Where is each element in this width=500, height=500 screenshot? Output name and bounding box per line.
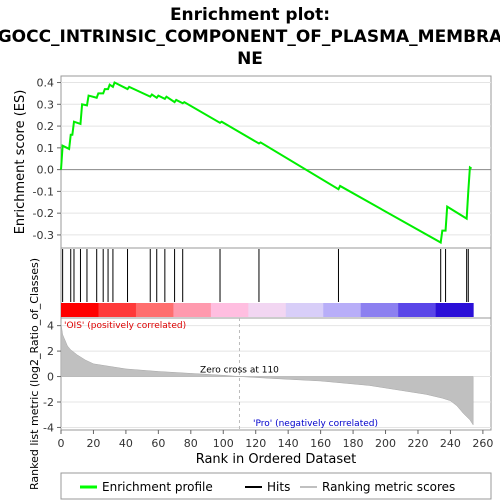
hits-panel <box>60 247 492 319</box>
metric-y-tick-label: 2 <box>47 345 54 358</box>
es-y-tick-label: 0.3 <box>37 98 55 111</box>
es-panel: -0.3 -0.2 -0.1 0.0 0.1 0.2 0.3 0.4 Enrichment s… <box>13 75 492 249</box>
legend-label: Hits <box>267 480 290 494</box>
rank-bar-segment <box>248 303 287 317</box>
positive-correlation-label: 'OIS' (positively correlated) <box>64 321 186 331</box>
metric-y-axis-label: Ranked list metric (log2_Ratio_of_Classe… <box>28 258 41 490</box>
x-tick-label: 240 <box>440 437 461 450</box>
x-tick-label: 100 <box>213 437 234 450</box>
legend: Enrichment profile Hits Ranking metric sco… <box>60 472 492 500</box>
enrichment-profile-line <box>60 81 473 245</box>
es-y-tick-label: -0.3 <box>33 229 54 242</box>
es-y-tick-label: 0.4 <box>37 77 55 90</box>
metric-panel: -4 -2 0 2 4 'OIS' (positively correlated) Ze… <box>28 258 492 490</box>
x-tick-label: 180 <box>343 437 364 450</box>
x-tick-label: 0 <box>58 437 65 450</box>
x-tick-label: 20 <box>86 437 100 450</box>
es-y-tick-label: -0.2 <box>33 207 54 220</box>
es-y-tick-label: 0.0 <box>37 164 55 177</box>
es-panel-frame <box>60 75 492 249</box>
chart-title-line-2: GOCC_INTRINSIC_COMPONENT_OF_PLASMA_MEMBR… <box>0 27 500 47</box>
legend-items: Enrichment profile Hits Ranking metric sco… <box>80 480 455 494</box>
rank-bar-segment <box>210 303 249 317</box>
metric-y-tick-label: 0 <box>47 371 54 384</box>
rank-bar-segment <box>98 303 137 317</box>
rank-bar-segment <box>173 303 212 317</box>
x-tick-label: 80 <box>184 437 198 450</box>
rank-bar-segment <box>360 303 399 317</box>
rank-bar-segment <box>135 303 174 317</box>
rank-bar-segment <box>398 303 437 317</box>
x-tick-label: 160 <box>310 437 331 450</box>
legend-label: Enrichment profile <box>102 480 213 494</box>
rank-bar-segment <box>285 303 324 317</box>
chart-title-line-1: Enrichment plot: <box>170 5 330 25</box>
x-tick-label: 200 <box>375 437 396 450</box>
x-tick-label: 120 <box>245 437 266 450</box>
es-y-tick-label: 0.1 <box>37 142 55 155</box>
legend-label: Ranking metric scores <box>322 480 455 494</box>
es-y-tick-label: -0.1 <box>33 185 54 198</box>
metric-y-tick-label: 4 <box>47 320 54 333</box>
negative-correlation-label: 'Pro' (negatively correlated) <box>253 419 378 429</box>
ranking-metric-area <box>60 323 474 426</box>
es-gridlines <box>61 82 491 236</box>
rank-bar-segment <box>61 303 99 317</box>
x-tick-label: 260 <box>472 437 493 450</box>
rank-bar-segment <box>435 303 474 317</box>
es-y-axis-label: Enrichment score (ES) <box>13 90 28 235</box>
metric-y-tick-label: -4 <box>43 421 54 434</box>
es-y-ticks: -0.3 -0.2 -0.1 0.0 0.1 0.2 0.3 0.4 <box>33 77 61 242</box>
x-axis-label: Rank in Ordered Dataset <box>196 452 357 467</box>
rank-color-bar <box>61 303 474 317</box>
legend-frame <box>60 472 492 500</box>
metric-y-ticks: -4 -2 0 2 4 <box>43 320 61 434</box>
rank-bar-segment <box>323 303 362 317</box>
chart-title-line-3: NE <box>237 49 263 69</box>
x-tick-label: 40 <box>119 437 133 450</box>
es-y-tick-label: 0.2 <box>37 120 55 133</box>
hit-markers <box>62 249 469 302</box>
x-axis: 0 20 40 60 80 100 120 140 160 180 200 220 240 260 <box>58 430 493 450</box>
zero-cross-annotation: Zero cross at 110 <box>200 366 279 376</box>
x-tick-label: 60 <box>151 437 165 450</box>
metric-y-tick-label: -2 <box>43 396 54 409</box>
x-tick-label: 220 <box>407 437 428 450</box>
x-tick-label: 140 <box>278 437 299 450</box>
